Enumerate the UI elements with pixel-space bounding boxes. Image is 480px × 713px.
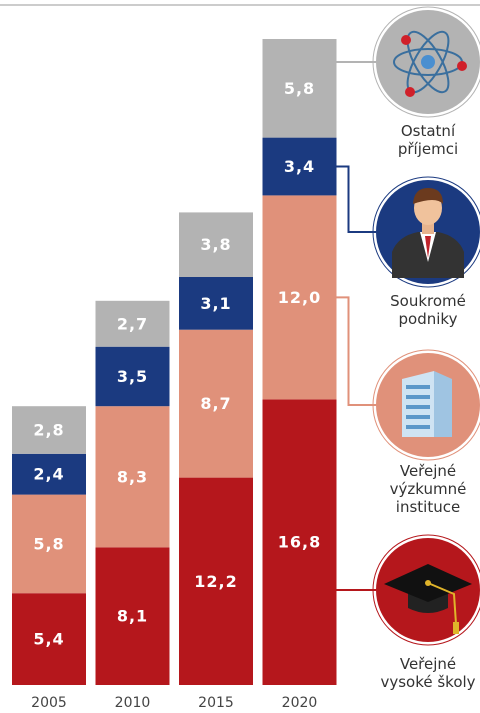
cap-icon [384,564,472,634]
bar-segment [262,137,337,196]
value-label: 3,1 [200,294,231,313]
x-tick-label: 2020 [282,695,318,711]
connector [336,296,376,406]
icons [384,30,472,634]
bar-segment [12,453,86,495]
legend-label: Soukromé podniky [390,292,466,328]
legend-label: Veřejné výzkumné instituce [389,462,467,516]
connector [336,165,376,233]
value-label: 3,8 [200,235,231,254]
value-label: 3,5 [117,367,148,386]
value-label: 16,8 [278,533,321,552]
bar-segment [179,277,253,330]
legend-ring [372,534,480,646]
legend-label: Veřejné vysoké školy [380,655,476,691]
bar-segment [95,406,170,548]
bar-segment [12,494,86,594]
bar-segment [179,477,253,685]
bar-segment [12,593,86,685]
value-label: 2,7 [117,314,148,333]
bar-segment [262,399,337,685]
legend-ring [372,6,480,118]
man-icon [392,188,464,278]
bar-segment [262,195,337,400]
bar-segment [179,212,253,277]
legend-ring [372,349,480,461]
value-label: 8,1 [117,607,148,626]
x-tick-label: 2010 [115,695,151,711]
building-icon [402,371,452,437]
bar-segment [179,329,253,478]
bar-segment [12,406,86,454]
value-label: 2,8 [33,421,64,440]
value-label: 5,4 [33,630,64,649]
value-label: 5,8 [33,534,64,553]
bar-segment [95,346,170,407]
value-label: 12,2 [194,572,237,591]
x-tick-label: 2015 [198,695,234,711]
x-tick-label: 2005 [31,695,67,711]
bar-segment [95,300,170,347]
value-label: 8,7 [200,394,231,413]
value-label: 3,4 [284,157,315,176]
legend-ring [372,176,480,288]
value-label: 2,4 [33,465,64,484]
atom-icon [393,30,467,97]
value-label: 5,8 [284,79,315,98]
value-label: 8,3 [117,467,148,486]
value-label: 12,0 [278,288,321,307]
legend-label: Ostatní příjemci [397,122,459,158]
bar-segment [262,39,337,138]
bar-segment [95,547,170,685]
